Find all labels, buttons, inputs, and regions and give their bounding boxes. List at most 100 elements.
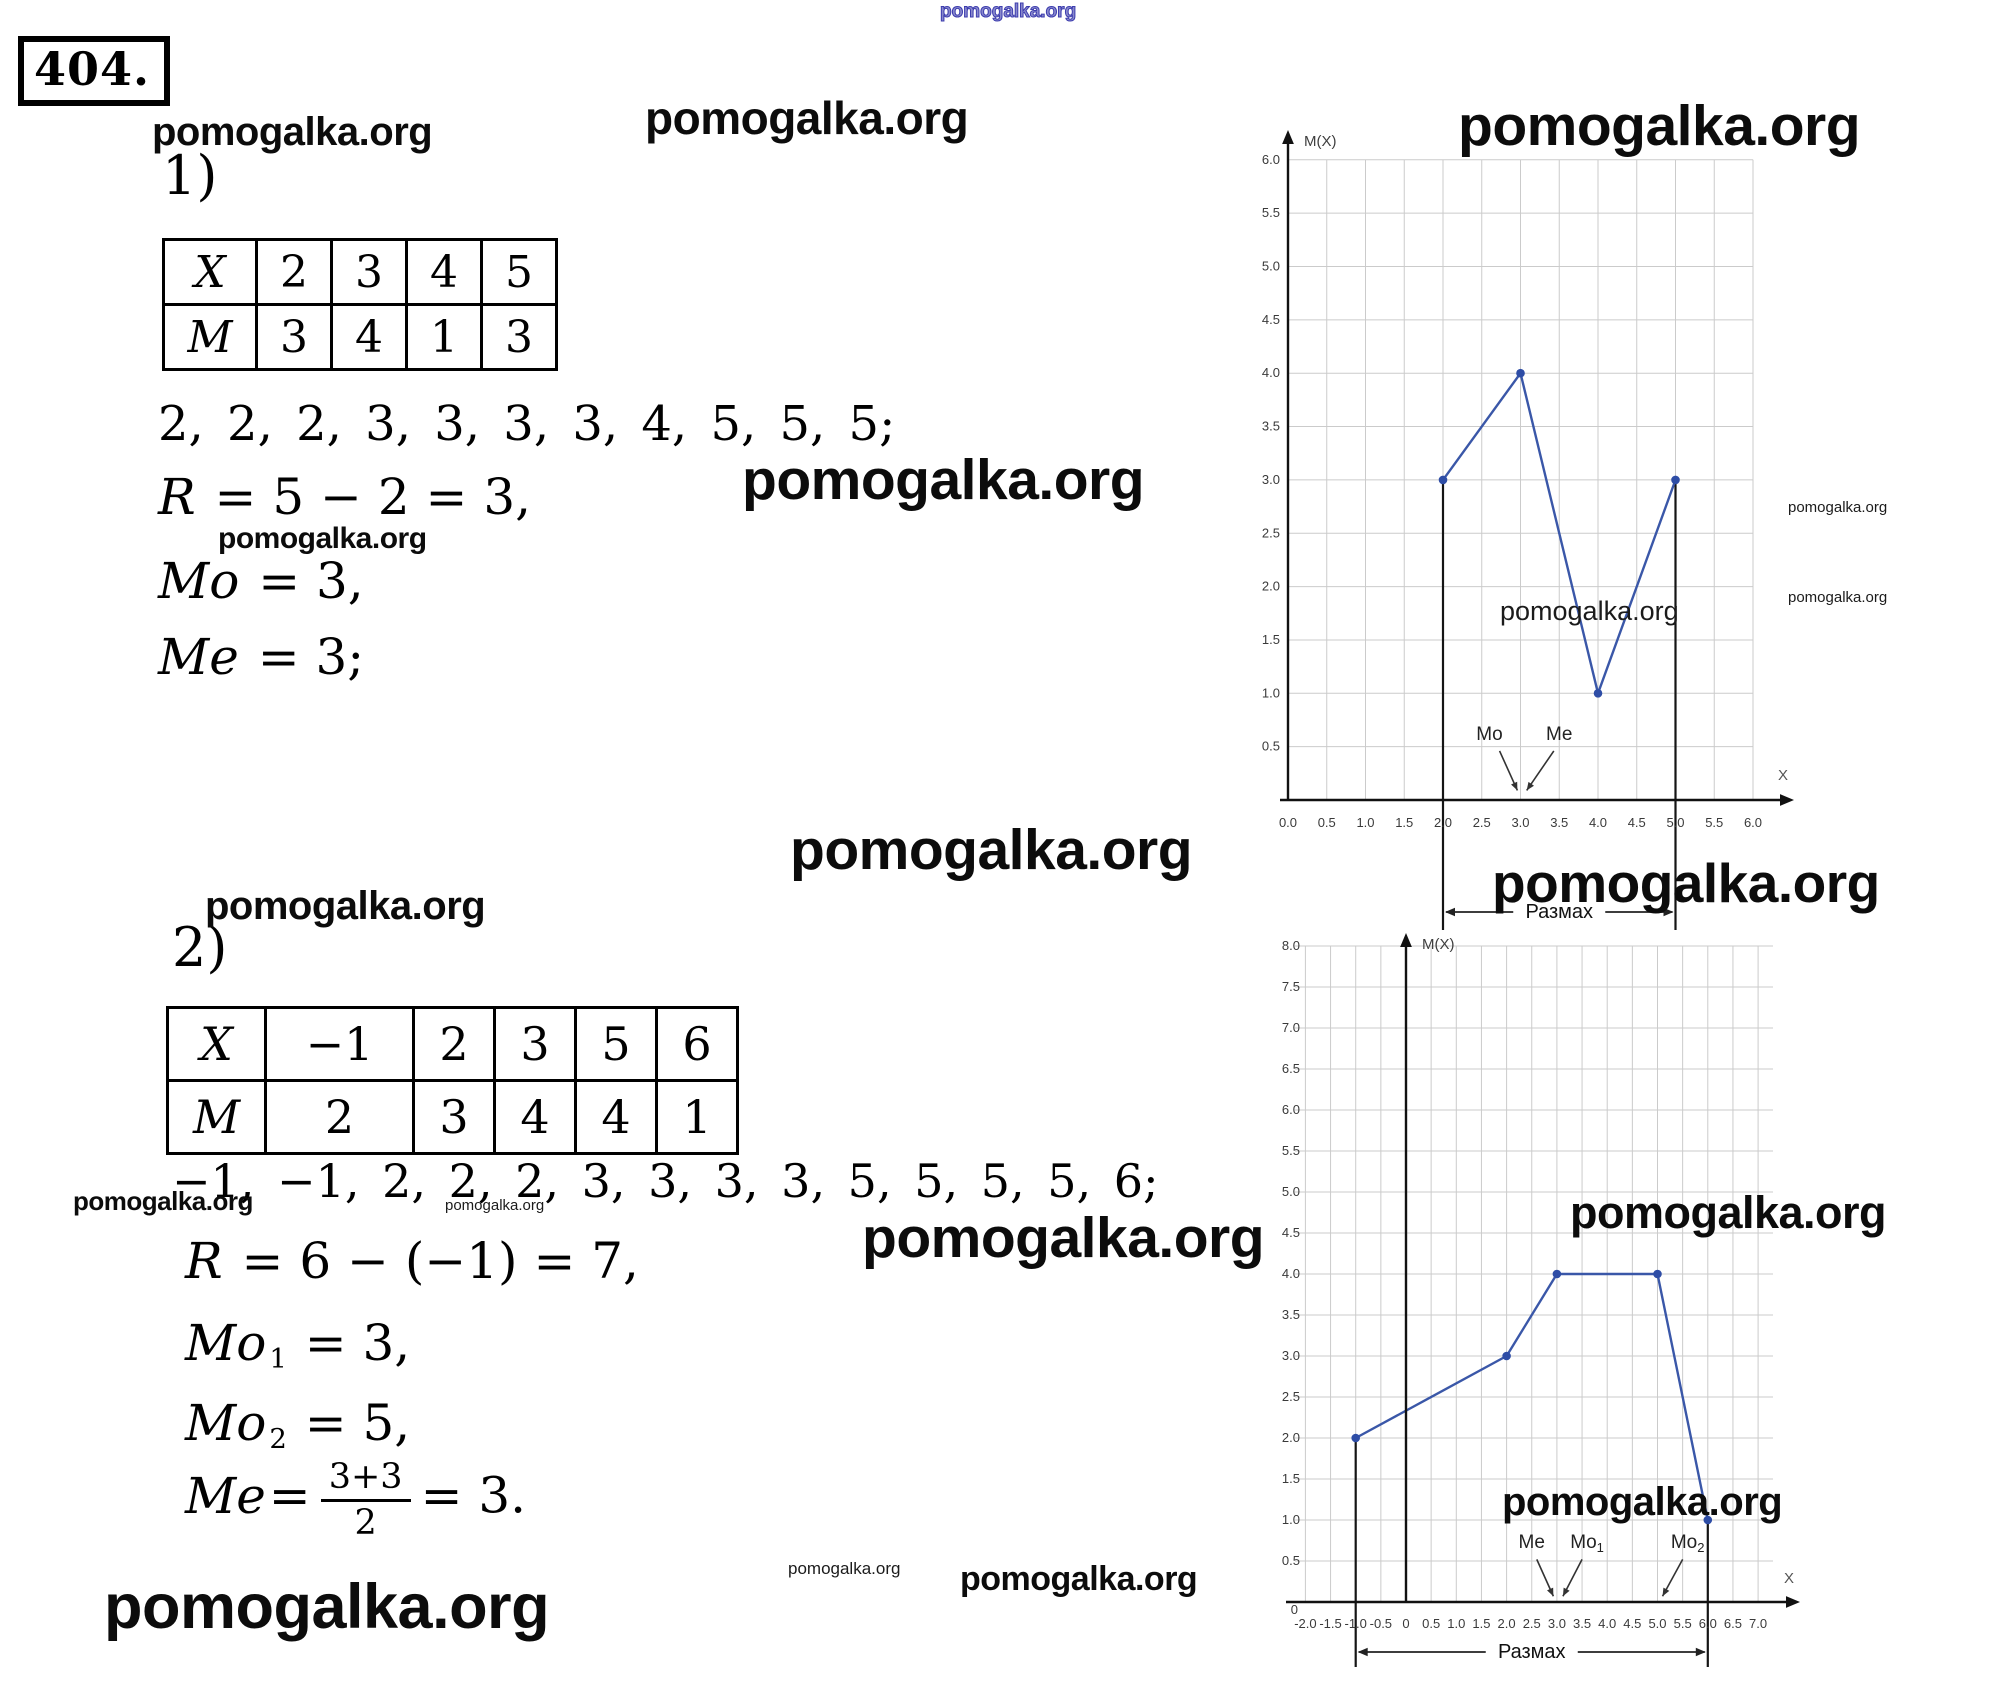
part2-table-cell-1-5: 1: [655, 1079, 739, 1155]
problem-number: 404.: [18, 36, 171, 106]
y-tick-label: 4.5: [1282, 1225, 1300, 1240]
y-tick-label: 6.5: [1282, 1061, 1300, 1076]
y-tick-label: 6.0: [1282, 1102, 1300, 1117]
y-tick-label: 5.5: [1282, 1143, 1300, 1158]
y-tick-label: 4.0: [1262, 365, 1280, 380]
data-point: [1351, 1433, 1360, 1443]
range-expression: = 6 − (−1) = 7,: [225, 1232, 639, 1290]
annotation-arrowhead-icon: [1547, 1587, 1554, 1597]
var-Mo2: Mo: [185, 1394, 267, 1452]
part1-table-cell-0-0: X: [162, 238, 258, 306]
range-bracket: Размах: [1357, 1639, 1706, 1665]
range-label: Размах: [1498, 1641, 1566, 1663]
y-tick-label: 2.5: [1282, 1389, 1300, 1404]
y-tick-label: 6.0: [1262, 152, 1280, 167]
range-left-arrow-icon: [1445, 907, 1455, 917]
annotation-arrowhead-icon: [1511, 781, 1518, 791]
part1-ordered-series: 2, 2, 2, 3, 3, 3, 3, 4, 5, 5, 5;: [158, 396, 896, 452]
range-right-arrow-icon: [1663, 907, 1674, 917]
part1-table-cell-1-3: 1: [405, 303, 483, 371]
mode-expression: = 3,: [242, 552, 364, 610]
y-tick-label: 7.0: [1282, 1020, 1300, 1035]
x-tick-label: 4.0: [1589, 815, 1607, 830]
watermark: pomogalka.org: [73, 1186, 253, 1216]
grid: [1287, 159, 1754, 800]
x-tick-label: 3.5: [1550, 815, 1568, 830]
watermark: pomogalka.org: [1570, 1187, 1887, 1238]
watermark: pomogalka.org: [645, 92, 969, 144]
watermark: pomogalka.org: [862, 1206, 1265, 1270]
range-bracket: Размах: [1445, 899, 1674, 925]
x-tick-label: 4.0: [1598, 1616, 1616, 1631]
y-tick-label: 5.0: [1262, 259, 1280, 274]
watermark: pomogalka.org: [1788, 499, 1888, 516]
watermark: pomogalka.org: [1788, 589, 1888, 606]
part1-table-cell-1-0: M: [162, 303, 258, 371]
y-tick-label: 1.0: [1282, 1512, 1300, 1527]
x-tick-label: 3.5: [1573, 1616, 1591, 1631]
watermark: pomogalka.org: [1502, 1480, 1783, 1524]
y-tick-label: 2.0: [1282, 1430, 1300, 1445]
data-point: [1671, 475, 1680, 485]
watermark: pomogalka.org: [960, 1560, 1198, 1598]
y-axis-arrow-icon: [1400, 933, 1412, 947]
median-expression: = 3;: [241, 628, 365, 686]
part1-table-cell-0-2: 3: [330, 238, 408, 306]
mode2-expression: = 5,: [288, 1394, 411, 1452]
y-axis-arrow-icon: [1282, 130, 1294, 144]
median-result: = 3.: [420, 1466, 527, 1525]
watermark: pomogalka.org: [104, 1572, 550, 1642]
y-tick-label: 0.5: [1262, 739, 1280, 754]
range-expression: = 5 − 2 = 3,: [198, 468, 532, 526]
x-tick-label: -1.5: [1319, 1616, 1341, 1631]
watermark: pomogalka.org: [152, 110, 433, 154]
part2-mode1-formula: Mo 1 = 3,: [185, 1314, 410, 1375]
x-tick-label: 2.0: [1498, 1616, 1516, 1631]
part1-range-formula: R = 5 − 2 = 3,: [158, 468, 531, 526]
mode1-expression: = 3,: [288, 1314, 411, 1372]
x-tick-label: 6.5: [1724, 1616, 1742, 1631]
x-tick-label: 3.0: [1511, 815, 1529, 830]
x-tick-label: 3.0: [1548, 1616, 1566, 1631]
x-tick-label: 5.0: [1666, 815, 1684, 830]
data-point: [1552, 1269, 1562, 1279]
part1-mode-formula: Mo = 3,: [158, 552, 364, 610]
x-tick-label: 7.0: [1749, 1616, 1767, 1631]
annotation-arrowhead-icon: [1526, 781, 1534, 791]
var-Mo: Mo: [158, 552, 240, 610]
x-tick-label: -0.5: [1370, 1616, 1392, 1631]
part2-table-cell-0-1: −1: [264, 1006, 415, 1082]
x-tick-label: 5.5: [1705, 815, 1723, 830]
x-tick-label: 2.5: [1473, 815, 1491, 830]
grid: [1295, 945, 1773, 1602]
data-point: [1703, 1515, 1713, 1525]
annotation-label: Me: [1546, 724, 1572, 745]
y-tick-label: 0.5: [1282, 1553, 1300, 1568]
x-tick-label: 1.0: [1356, 815, 1374, 830]
x-axis-label: X: [1784, 1570, 1794, 1587]
data-point: [1516, 368, 1525, 378]
watermark: pomogalka.org: [1500, 596, 1679, 626]
data-line: [1442, 372, 1677, 695]
data-point: [1653, 1269, 1662, 1279]
annotation-label: Mo: [1476, 724, 1502, 745]
fraction-denominator: 2: [354, 1503, 377, 1544]
part2-table-cell-0-3: 3: [493, 1006, 577, 1082]
y-tick-label: 8.0: [1282, 938, 1300, 953]
y-axis-title: M(X): [1304, 133, 1337, 150]
watermark: pomogalka.org: [790, 818, 1193, 882]
part1-table-cell-1-4: 3: [480, 303, 558, 371]
y-tick-label: 5.5: [1262, 205, 1280, 220]
range-label-bg: [1513, 899, 1606, 925]
var-Mo1: Mo: [185, 1314, 267, 1372]
annotation-label: Me: [1519, 1532, 1545, 1553]
range-label: Размах: [1525, 901, 1593, 923]
y-tick-label: 5.0: [1282, 1184, 1300, 1199]
x-tick-label: 0: [1402, 1616, 1409, 1631]
x-tick-label: 5.0: [1648, 1616, 1666, 1631]
frequency-polygon-chart-2: M(X) X -2.0 -1.5 -1.0 -0.5 0 0.5 1.0 1.5 2.0 2.5 3.0…: [1282, 933, 1800, 1667]
data-point: [1502, 1351, 1511, 1361]
